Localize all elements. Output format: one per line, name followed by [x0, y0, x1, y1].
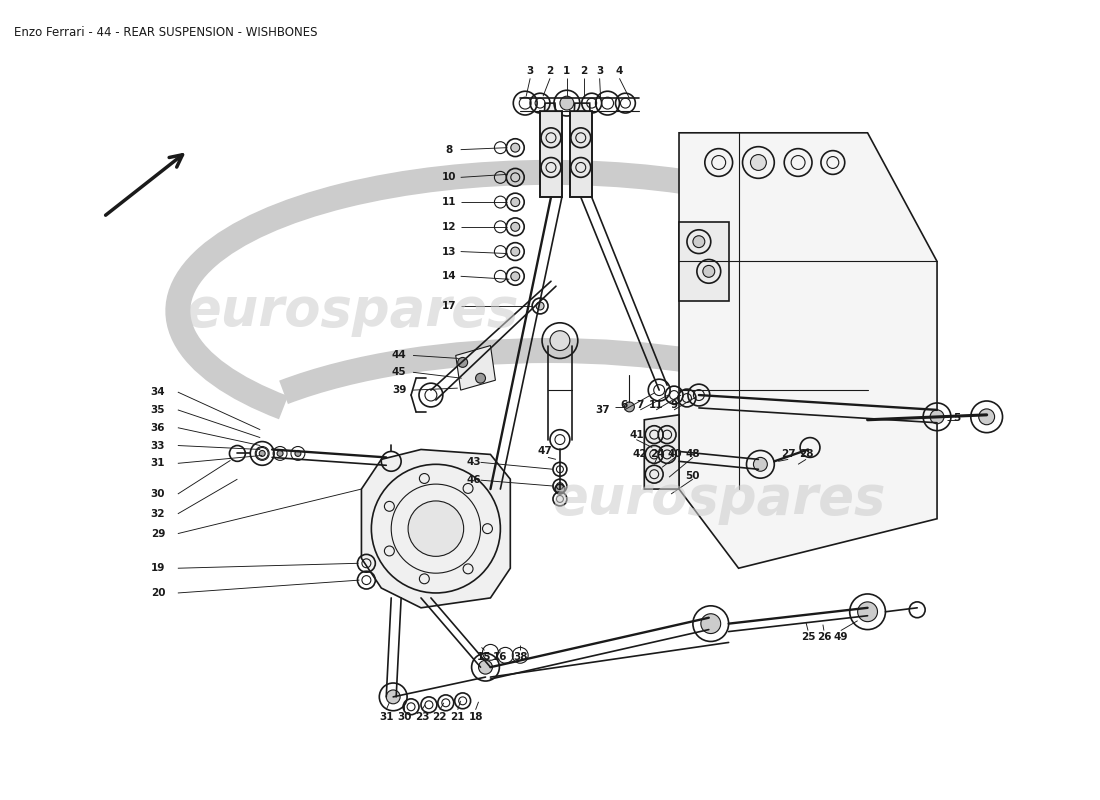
- Text: 7: 7: [637, 400, 644, 410]
- Text: 48: 48: [685, 450, 701, 459]
- Circle shape: [478, 660, 493, 674]
- Text: 2: 2: [580, 66, 587, 77]
- Circle shape: [510, 247, 519, 256]
- Circle shape: [510, 198, 519, 206]
- Text: 16: 16: [493, 652, 507, 662]
- Text: 11: 11: [649, 400, 663, 410]
- Text: 46: 46: [466, 475, 481, 485]
- Text: 43: 43: [466, 458, 481, 467]
- Text: Enzo Ferrari - 44 - REAR SUSPENSION - WISHBONES: Enzo Ferrari - 44 - REAR SUSPENSION - WI…: [14, 26, 318, 39]
- Circle shape: [625, 402, 635, 412]
- Polygon shape: [570, 111, 592, 197]
- Text: 41: 41: [629, 430, 644, 440]
- Text: 29: 29: [151, 529, 165, 538]
- Circle shape: [386, 690, 400, 704]
- Polygon shape: [570, 103, 592, 178]
- Text: 28: 28: [799, 450, 813, 459]
- Circle shape: [560, 96, 574, 110]
- Circle shape: [858, 602, 878, 622]
- Circle shape: [510, 222, 519, 231]
- Circle shape: [701, 614, 721, 634]
- Text: 1: 1: [563, 66, 571, 77]
- Text: 11: 11: [441, 197, 456, 207]
- Text: 44: 44: [392, 350, 407, 361]
- Text: 24: 24: [650, 450, 664, 459]
- Text: 25: 25: [801, 633, 815, 642]
- Text: 12: 12: [441, 222, 456, 232]
- Text: 8: 8: [446, 145, 452, 154]
- Text: 31: 31: [379, 712, 394, 722]
- Polygon shape: [362, 450, 510, 608]
- Text: 40: 40: [668, 450, 682, 459]
- Text: 2: 2: [547, 66, 553, 77]
- Text: eurospares: eurospares: [552, 473, 886, 525]
- Text: 4: 4: [616, 66, 624, 77]
- Circle shape: [510, 272, 519, 281]
- Text: 17: 17: [441, 301, 456, 311]
- Text: 49: 49: [834, 633, 848, 642]
- Circle shape: [510, 173, 519, 182]
- Text: 23: 23: [415, 712, 429, 722]
- Circle shape: [475, 374, 485, 383]
- Polygon shape: [540, 103, 560, 178]
- Circle shape: [979, 409, 994, 425]
- Circle shape: [750, 154, 767, 170]
- Text: 18: 18: [469, 712, 483, 722]
- Text: 50: 50: [685, 471, 701, 481]
- Text: 26: 26: [816, 633, 832, 642]
- Text: 47: 47: [538, 446, 552, 457]
- Circle shape: [693, 236, 705, 248]
- Circle shape: [295, 450, 301, 457]
- Circle shape: [510, 143, 519, 152]
- Polygon shape: [540, 111, 562, 197]
- Text: 3: 3: [596, 66, 603, 77]
- Text: 42: 42: [632, 450, 647, 459]
- Text: 19: 19: [151, 563, 165, 574]
- Circle shape: [260, 450, 265, 457]
- Circle shape: [408, 501, 464, 556]
- Text: 14: 14: [441, 271, 456, 282]
- Text: 6: 6: [620, 400, 628, 410]
- Circle shape: [754, 458, 768, 471]
- Polygon shape: [679, 222, 728, 301]
- Text: 45: 45: [392, 367, 407, 378]
- Text: 36: 36: [151, 422, 165, 433]
- Circle shape: [277, 450, 283, 457]
- Circle shape: [556, 484, 565, 494]
- Text: 20: 20: [151, 588, 165, 598]
- Text: 5: 5: [954, 413, 960, 423]
- Text: 21: 21: [451, 712, 465, 722]
- Circle shape: [550, 330, 570, 350]
- Text: 13: 13: [441, 246, 456, 257]
- Text: 10: 10: [441, 172, 456, 182]
- Text: 35: 35: [151, 405, 165, 415]
- Text: 3: 3: [527, 66, 534, 77]
- Circle shape: [703, 266, 715, 278]
- Circle shape: [536, 302, 544, 310]
- Text: 32: 32: [151, 509, 165, 519]
- Text: 9: 9: [671, 400, 678, 410]
- Text: 34: 34: [151, 387, 165, 397]
- Text: 31: 31: [151, 458, 165, 468]
- Polygon shape: [645, 415, 679, 489]
- Text: 15: 15: [477, 652, 492, 662]
- Text: 39: 39: [392, 385, 406, 395]
- Text: 27: 27: [781, 450, 795, 459]
- Text: 30: 30: [397, 712, 411, 722]
- Text: 37: 37: [595, 405, 609, 415]
- Text: 33: 33: [151, 441, 165, 450]
- Text: 22: 22: [432, 712, 447, 722]
- Polygon shape: [455, 346, 495, 390]
- Circle shape: [931, 410, 944, 424]
- Circle shape: [458, 358, 468, 367]
- Text: 38: 38: [513, 652, 528, 662]
- Text: 30: 30: [151, 489, 165, 499]
- Polygon shape: [679, 133, 937, 568]
- Text: eurospares: eurospares: [185, 285, 518, 337]
